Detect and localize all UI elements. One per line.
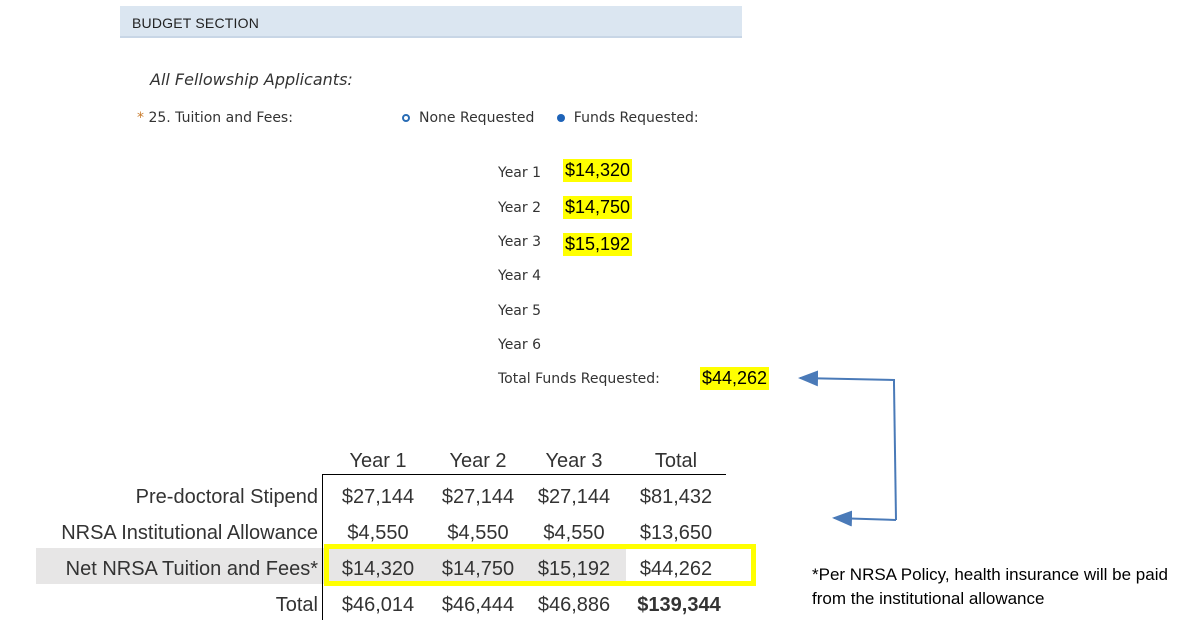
question-label: 25. Tuition and Fees: [148, 110, 293, 126]
highlight-box [324, 544, 756, 586]
arrow-to-table-icon [832, 510, 897, 527]
table-cell: $27,144 [341, 486, 415, 508]
table-header-rule [322, 474, 726, 475]
subheading: All Fellowship Applicants: [150, 70, 353, 89]
radio-funds-label: Funds Requested: [573, 110, 699, 126]
radio-none-requested[interactable]: None Requested [402, 110, 534, 126]
row-label: Net NRSA Tuition and Fees* [65, 558, 318, 580]
radio-empty-icon [402, 114, 410, 122]
table-cell: $14,750 [441, 558, 515, 580]
col-header: Year 3 [545, 450, 603, 472]
tuition-radio-group: None Requested Funds Requested: [402, 110, 717, 126]
total-funds-label: Total Funds Requested: [498, 371, 660, 387]
year-row: Year 5 [498, 303, 541, 319]
grand-total-cell: $139,344 [637, 594, 721, 616]
table-cell: $27,144 [537, 486, 611, 508]
footnote: *Per NRSA Policy, health insurance will … [812, 565, 1168, 608]
year-row: Year 3 [498, 234, 541, 250]
year-value: $14,320 [563, 159, 633, 182]
required-marker: * [137, 110, 144, 126]
table-cell: $46,014 [341, 594, 415, 616]
highlight-row-total-bg [626, 548, 750, 584]
table-cell: $4,550 [447, 522, 509, 544]
table-cell: $4,550 [543, 522, 605, 544]
arrow-to-total-icon [798, 370, 895, 387]
table-cell: $13,650 [639, 522, 713, 544]
table-cell: $46,886 [537, 594, 611, 616]
radio-filled-icon [556, 114, 565, 122]
year-label: Year 5 [498, 303, 541, 319]
arrow-connector-line [893, 383, 897, 521]
year-row: Year 1 [498, 165, 541, 181]
section-header: BUDGET SECTION [120, 6, 742, 38]
radio-none-label: None Requested [419, 110, 535, 126]
total-funds-value: $44,262 [700, 367, 770, 390]
year-value: $14,750 [563, 196, 633, 219]
col-header: Year 2 [449, 450, 507, 472]
row-label: Pre-doctoral Stipend [135, 486, 318, 508]
col-header: Total [654, 450, 698, 472]
table-cell: $46,444 [441, 594, 515, 616]
year-label: Year 4 [498, 268, 541, 284]
row-label: NRSA Institutional Allowance [61, 522, 318, 544]
year-row: Year 6 [498, 337, 541, 353]
table-cell: $81,432 [639, 486, 713, 508]
table-cell: $27,144 [441, 486, 515, 508]
table-cell: $14,320 [341, 558, 415, 580]
year-value: $15,192 [563, 233, 633, 256]
year-label: Year 1 [498, 165, 541, 181]
table-cell: $15,192 [537, 558, 611, 580]
highlight-row-bg [36, 548, 626, 584]
table-cell: $4,550 [347, 522, 409, 544]
year-label: Year 2 [498, 200, 541, 216]
table-cell: $44,262 [639, 558, 713, 580]
section-title: BUDGET SECTION [132, 15, 260, 31]
col-header: Year 1 [349, 450, 407, 472]
radio-funds-requested[interactable]: Funds Requested: [556, 110, 699, 126]
year-label: Year 6 [498, 337, 541, 353]
table-label-rule [322, 474, 323, 620]
year-label: Year 3 [498, 234, 541, 250]
question-25: * 25. Tuition and Fees: [137, 110, 293, 126]
row-label: Total [275, 594, 318, 616]
year-row: Year 4 [498, 268, 541, 284]
year-row: Year 2 [498, 200, 541, 216]
